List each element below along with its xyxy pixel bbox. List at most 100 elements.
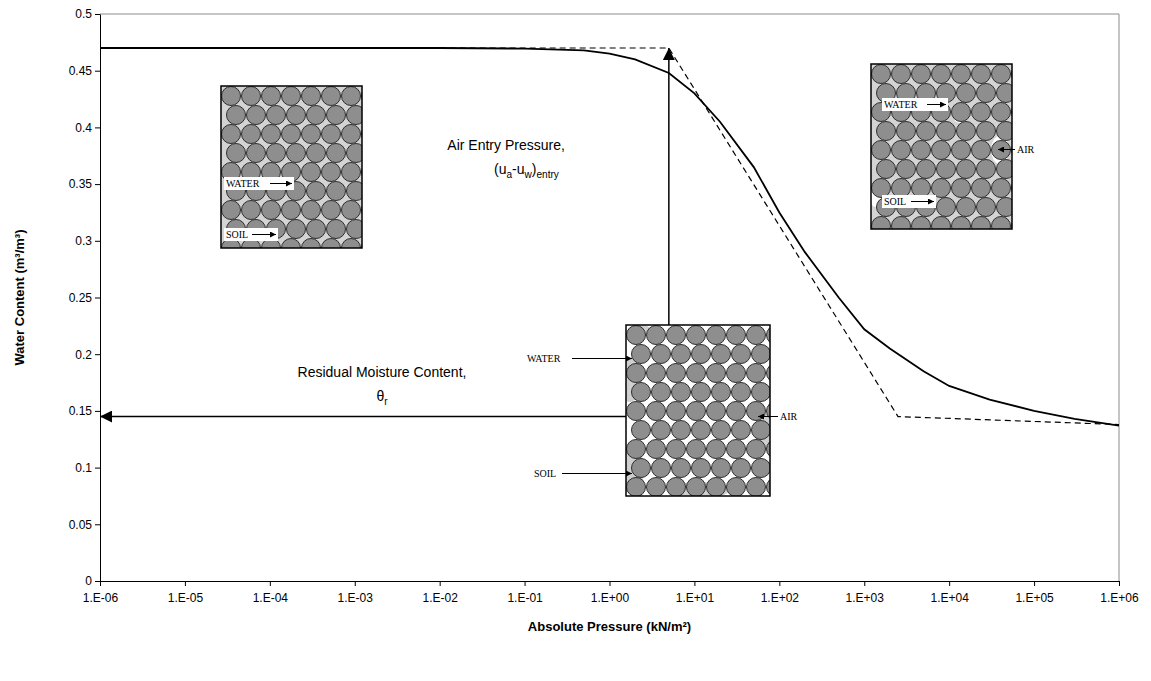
text-part: (u	[494, 161, 506, 177]
inset-body	[871, 64, 1012, 229]
soil-particle	[687, 364, 706, 383]
background	[0, 0, 1151, 681]
soil-particle	[302, 201, 321, 220]
y-tick-label: 0.15	[69, 404, 93, 418]
x-tick-label: 1.E-04	[253, 591, 289, 605]
label-arrow	[252, 234, 276, 235]
chart-container: 1.E-061.E-051.E-041.E-031.E-021.E-011.E+…	[0, 0, 1151, 681]
soil-particle	[707, 478, 726, 497]
label-arrow	[998, 149, 1015, 150]
soil-particle	[877, 160, 896, 179]
soil-particle	[342, 125, 361, 144]
y-axis-title: Water Content (m³/m³)	[12, 229, 27, 365]
soil-particle	[287, 106, 306, 125]
soil-particle	[342, 163, 361, 182]
y-tick-label: 0.2	[75, 348, 92, 362]
soil-particle	[707, 402, 726, 421]
y-tick: 0.5	[75, 7, 100, 21]
y-tick: 0.45	[69, 64, 100, 78]
x-tick-label: 1.E+03	[846, 591, 885, 605]
soil-particle	[957, 160, 976, 179]
soil-particle	[282, 125, 301, 144]
y-axis: 00.050.10.150.20.250.30.350.40.450.5	[69, 7, 101, 588]
x-tick: 1.E-02	[422, 581, 458, 605]
soil-particle	[992, 103, 1011, 122]
soil-particle	[732, 383, 751, 402]
plot-area	[100, 48, 1119, 426]
label-background	[882, 98, 948, 111]
soil-particle	[747, 478, 766, 497]
x-tick-label: 1.E-02	[422, 591, 458, 605]
soil-particle	[307, 182, 326, 201]
x-tick-label: 1.E-06	[83, 591, 119, 605]
soil-particle	[997, 122, 1013, 141]
soil-particle	[342, 239, 361, 249]
inset-label: WATER	[884, 99, 918, 110]
y-tick-label: 0.3	[75, 234, 92, 248]
soil-particle	[972, 65, 991, 84]
soil-particle	[307, 144, 326, 163]
x-tick-label: 1.E+04	[930, 591, 969, 605]
inset-border	[626, 325, 770, 496]
soil-particle	[932, 179, 951, 198]
y-tick-mark	[95, 411, 100, 412]
soil-particle	[347, 144, 363, 163]
soil-particle	[932, 65, 951, 84]
soil-particle	[627, 440, 646, 459]
y-tick: 0.4	[75, 121, 100, 135]
soil-particle	[262, 201, 281, 220]
soil-particle	[667, 478, 686, 497]
inset-body	[626, 325, 770, 496]
soil-particle	[937, 198, 956, 217]
label-background	[224, 177, 294, 190]
soil-particle	[307, 220, 326, 239]
soil-particle	[247, 144, 266, 163]
soil-particle	[952, 103, 971, 122]
soil-particle	[652, 383, 671, 402]
y-tick-label: 0.25	[69, 291, 93, 305]
soil-particle	[937, 122, 956, 141]
soil-particle	[957, 198, 976, 217]
x-tick: 1.E+06	[1100, 581, 1139, 605]
y-tick-mark	[95, 298, 100, 299]
residual-label: Residual Moisture Content,	[298, 364, 467, 380]
inset-label-group: WATER	[527, 353, 632, 364]
text-part: Residual Moisture Content,	[298, 364, 467, 380]
label-arrow	[572, 358, 632, 359]
x-tick: 1.E-01	[507, 581, 543, 605]
soil-particle	[997, 84, 1013, 103]
y-tick-label: 0.35	[69, 177, 93, 191]
x-tick-mark	[864, 581, 865, 586]
soil-particle	[687, 402, 706, 421]
soil-particle	[687, 326, 706, 345]
y-tick: 0.1	[75, 461, 100, 475]
dashed-line	[440, 48, 1119, 424]
soil-particle	[322, 87, 341, 106]
soil-particle	[652, 421, 671, 440]
soil-particle	[262, 87, 281, 106]
soil-particle	[692, 421, 711, 440]
soil-particle	[672, 421, 691, 440]
soil-particle	[627, 364, 646, 383]
soil-inset: WATERAIRSOIL	[869, 64, 1036, 255]
soil-particle	[632, 459, 651, 478]
soil-particle	[952, 217, 971, 230]
soil-particle	[222, 125, 241, 144]
soil-particle	[727, 402, 746, 421]
soil-particle	[992, 179, 1011, 198]
x-tick-label: 1.E+00	[591, 591, 630, 605]
soil-particle	[287, 144, 306, 163]
residual-label: θr	[376, 388, 388, 407]
soil-particle	[647, 478, 666, 497]
x-tick-mark	[1034, 581, 1035, 586]
soil-particle	[227, 106, 246, 125]
y-tick: 0.25	[69, 291, 100, 305]
y-axis-line	[100, 15, 101, 582]
x-tick-label: 1.E+05	[1015, 591, 1054, 605]
soil-particle	[952, 179, 971, 198]
soil-particle	[912, 65, 931, 84]
y-tick-label: 0.05	[69, 518, 93, 532]
soil-particle	[627, 478, 646, 497]
soil-particle	[242, 201, 261, 220]
inset-label: SOIL	[884, 196, 906, 207]
